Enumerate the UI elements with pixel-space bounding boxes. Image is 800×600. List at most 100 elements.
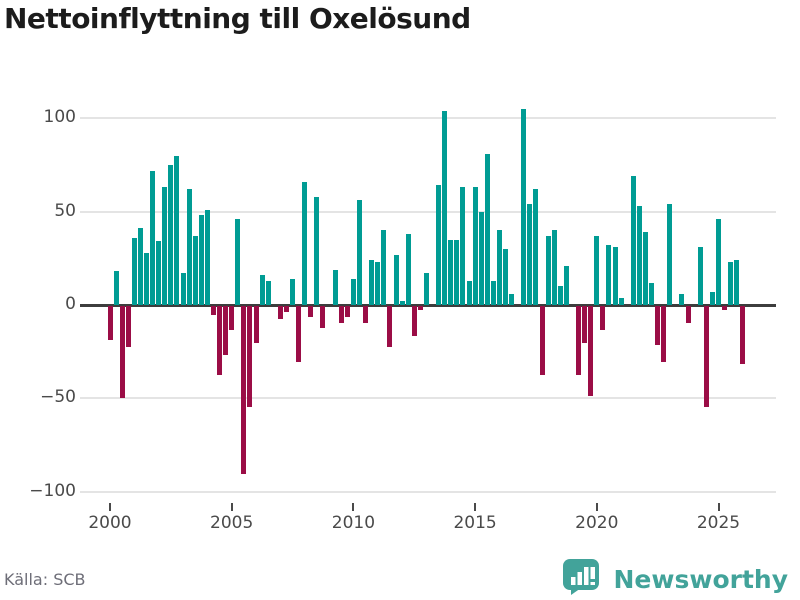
bar-positive (204, 209, 210, 305)
x-tick-mark (109, 503, 111, 511)
x-tick-mark (717, 503, 720, 511)
bar-negative (661, 306, 667, 363)
bar-positive (563, 265, 569, 305)
bar-positive (265, 280, 271, 305)
bar-positive (235, 219, 241, 305)
bar-positive (484, 153, 490, 305)
bar-positive (734, 260, 740, 305)
bar-negative (703, 306, 709, 407)
bar-positive (606, 245, 612, 305)
bar-negative (600, 306, 606, 331)
newsworthy-logo[interactable]: Newsworthy (562, 559, 789, 598)
bar-negative (344, 306, 350, 318)
x-tick-mark (230, 503, 233, 511)
bar-positive (399, 301, 405, 305)
y-tick-label: 50 (54, 200, 76, 221)
bar-positive (533, 189, 539, 305)
bar-negative (125, 306, 131, 348)
bar-negative (308, 306, 314, 318)
x-tick-label: 2025 (696, 513, 741, 533)
bar-negative (588, 306, 594, 396)
y-tick-label: −100 (29, 480, 76, 501)
bar-positive (259, 275, 265, 305)
newsworthy-wordmark: Newsworthy (613, 564, 789, 594)
bar-negative (223, 306, 229, 355)
bar-negative (338, 306, 344, 323)
x-tick-mark (352, 503, 355, 511)
bar-positive (509, 293, 515, 305)
x-tick-label: 2005 (210, 513, 254, 533)
bar-positive (557, 286, 563, 305)
bar-negative (582, 306, 588, 344)
bar-positive (642, 232, 648, 305)
bar-negative (119, 306, 125, 398)
x-tick-label: 2020 (575, 513, 619, 533)
bar-negative (411, 306, 417, 336)
bar-negative (539, 306, 545, 376)
x-tick-label: 2010 (331, 513, 376, 533)
bar-positive (618, 297, 624, 305)
bar-negative (247, 306, 253, 407)
bar-negative (277, 306, 283, 320)
bar-negative (363, 306, 369, 323)
gridline (80, 397, 776, 400)
x-tick-mark (474, 503, 477, 511)
y-tick-label: −50 (40, 387, 76, 408)
bar-positive (728, 262, 734, 305)
gridline (80, 210, 776, 213)
bar-positive (150, 170, 156, 305)
bar-positive (448, 239, 454, 305)
bar-positive (350, 278, 356, 305)
bar-positive (131, 237, 137, 305)
bar-positive (709, 291, 715, 305)
bar-positive (302, 181, 308, 305)
bar-positive (630, 176, 636, 305)
bar-positive (527, 204, 533, 305)
bar-negative (253, 306, 259, 344)
bar-positive (679, 293, 685, 305)
bar-positive (697, 247, 703, 305)
bar-positive (381, 230, 387, 305)
bar-negative (655, 306, 661, 346)
bar-negative (722, 306, 728, 310)
bar-positive (472, 187, 478, 305)
bar-positive (521, 108, 527, 305)
bar-positive (545, 235, 551, 305)
bar-negative (740, 306, 746, 364)
bar-positive (716, 219, 721, 305)
bar-negative (685, 306, 691, 323)
bar-positive (612, 247, 618, 305)
bar-positive (405, 234, 411, 305)
gridline (80, 490, 776, 493)
x-tick-label: 2015 (453, 513, 497, 533)
bar-negative (229, 306, 235, 331)
bar-positive (436, 185, 442, 305)
source-note: Källa: SCB (4, 570, 86, 589)
bar-positive (375, 262, 381, 305)
bar-positive (649, 282, 655, 305)
bar-negative (417, 306, 423, 310)
bar-positive (162, 187, 168, 305)
bar-negative (296, 306, 302, 363)
bar-positive (636, 206, 642, 305)
bar-positive (454, 239, 460, 305)
bar-positive (180, 273, 186, 305)
bar-positive (478, 211, 484, 305)
bar-positive (551, 230, 557, 305)
bar-positive (332, 269, 338, 305)
bar-positive (113, 271, 119, 305)
bar-negative (107, 306, 113, 340)
bar-positive (168, 164, 174, 305)
plot-area: 100 50 0 −50 −100 2000 2005 2010 2015 2020 2025 (29, 108, 776, 533)
bar-positive (290, 278, 296, 305)
bar-positive (137, 228, 143, 305)
bar-negative (283, 306, 289, 312)
bar-negative (210, 306, 216, 316)
bar-positive (356, 200, 362, 305)
bar-positive (466, 280, 472, 305)
bar-positive (594, 235, 600, 305)
bar-positive (667, 204, 673, 305)
bar-positive (503, 248, 509, 305)
bar-positive (174, 155, 180, 305)
